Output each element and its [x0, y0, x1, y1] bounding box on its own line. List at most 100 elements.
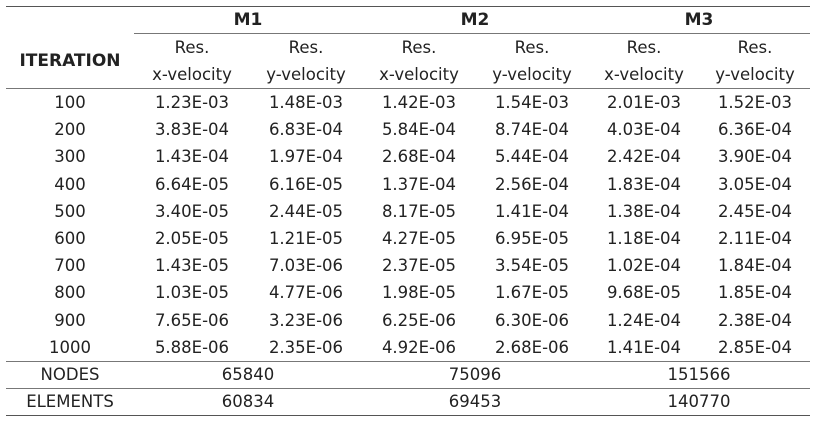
residual-cell: 1.67E-05: [494, 283, 570, 303]
iteration-cell: 800: [54, 283, 86, 303]
residual-cell: 2.56E-04: [494, 174, 570, 194]
iteration-cell: 1000: [49, 337, 91, 357]
residual-cell: 3.23E-06: [268, 310, 344, 330]
residual-cell: 1.02E-04: [606, 256, 682, 276]
residual-cell: 2.37E-05: [381, 256, 457, 276]
iteration-cell: 400: [54, 174, 86, 194]
residual-cell: 3.05E-04: [717, 174, 793, 194]
residual-cell: 6.83E-04: [268, 120, 344, 140]
group-header-m1: M1: [134, 6, 362, 34]
residual-cell: 2.05E-05: [154, 229, 230, 249]
residual-cell: 1.83E-04: [606, 174, 682, 194]
header-blank: [6, 7, 134, 34]
nodes-label: NODES: [6, 360, 134, 389]
table-row: 800 1.03E-05 4.77E-06 1.98E-05 1.67E-05 9.68E…: [6, 279, 810, 306]
iteration-cell: 500: [54, 201, 86, 221]
sub-header-velocity: y-velocity: [492, 64, 572, 84]
residual-cell: 5.44E-04: [494, 147, 570, 167]
elements-m1: 60834: [134, 387, 362, 416]
sub-header-res: Res.: [174, 37, 210, 57]
residual-cell: 1.98E-05: [381, 283, 457, 303]
table-row: 300 1.43E-04 1.97E-04 2.68E-04 5.44E-04 2.42E…: [6, 143, 810, 170]
nodes-m2: 75096: [362, 360, 588, 389]
residual-cell: 6.16E-05: [268, 174, 344, 194]
residual-cell: 1.42E-03: [381, 93, 457, 113]
residual-cell: 1.41E-04: [494, 201, 570, 221]
residuals-table: M1 M2 M3 ITERATION Res. Res. Res. Res. R…: [6, 6, 810, 416]
residual-cell: 2.68E-04: [381, 147, 457, 167]
residual-cell: 5.88E-06: [154, 337, 230, 357]
residual-cell: 3.83E-04: [154, 120, 230, 140]
sub-header-velocity: y-velocity: [266, 64, 346, 84]
residual-cell: 1.24E-04: [606, 310, 682, 330]
iteration-cell: 600: [54, 229, 86, 249]
group-header-m3: M3: [588, 6, 810, 34]
table-row: 100 1.23E-03 1.48E-03 1.42E-03 1.54E-03 2.01E…: [6, 89, 810, 117]
residual-cell: 1.03E-05: [154, 283, 230, 303]
sub-header-res: Res.: [401, 37, 437, 57]
elements-label: ELEMENTS: [6, 387, 134, 416]
table-row: 400 6.64E-05 6.16E-05 1.37E-04 2.56E-04 1.83E…: [6, 171, 810, 198]
table-row: 600 2.05E-05 1.21E-05 4.27E-05 6.95E-05 1.18E…: [6, 225, 810, 252]
iteration-cell: 700: [54, 256, 86, 276]
table-row: 500 3.40E-05 2.44E-05 8.17E-05 1.41E-04 1.38E…: [6, 198, 810, 225]
residual-cell: 6.95E-05: [494, 229, 570, 249]
nodes-m1: 65840: [134, 360, 362, 389]
iteration-cell: 200: [54, 120, 86, 140]
residual-cell: 8.74E-04: [494, 120, 570, 140]
sub-header-res: Res.: [626, 37, 662, 57]
residual-cell: 7.03E-06: [268, 256, 344, 276]
residual-cell: 3.54E-05: [494, 256, 570, 276]
sub-header-velocity: y-velocity: [715, 64, 795, 84]
residual-cell: 1.43E-05: [154, 256, 230, 276]
residual-cell: 8.17E-05: [381, 201, 457, 221]
residual-cell: 9.68E-05: [606, 283, 682, 303]
residual-cell: 1.48E-03: [268, 93, 344, 113]
table-row: 200 3.83E-04 6.83E-04 5.84E-04 8.74E-04 4.03E…: [6, 116, 810, 143]
residual-cell: 1.37E-04: [381, 174, 457, 194]
elements-m3: 140770: [588, 387, 810, 416]
table-body: 100 1.23E-03 1.48E-03 1.42E-03 1.54E-03 2.01E…: [6, 89, 810, 362]
residual-cell: 7.65E-06: [154, 310, 230, 330]
residual-cell: 4.03E-04: [606, 120, 682, 140]
iteration-cell: 100: [54, 93, 86, 113]
residual-cell: 6.30E-06: [494, 310, 570, 330]
group-header-m2: M2: [362, 6, 588, 34]
residual-cell: 1.52E-03: [717, 93, 793, 113]
sub-header-row-2: x-velocity y-velocity x-velocity y-veloc…: [6, 60, 810, 89]
table-row: 900 7.65E-06 3.23E-06 6.25E-06 6.30E-06 1.24E…: [6, 307, 810, 334]
residual-cell: 6.36E-04: [717, 120, 793, 140]
sub-header-velocity: x-velocity: [152, 64, 232, 84]
iteration-cell: 300: [54, 147, 86, 167]
residual-cell: 3.40E-05: [154, 201, 230, 221]
residual-cell: 1.54E-03: [494, 93, 570, 113]
residual-cell: 1.43E-04: [154, 147, 230, 167]
residual-cell: 2.68E-06: [494, 337, 570, 357]
sub-header-res: Res.: [737, 37, 773, 57]
sub-header-velocity: x-velocity: [379, 64, 459, 84]
nodes-row: NODES 65840 75096 151566: [6, 360, 810, 389]
sub-header-velocity: x-velocity: [604, 64, 684, 84]
residual-cell: 2.38E-04: [717, 310, 793, 330]
residual-cell: 2.45E-04: [717, 201, 793, 221]
residual-cell: 2.11E-04: [717, 229, 793, 249]
residual-cell: 6.64E-05: [154, 174, 230, 194]
residual-cell: 1.97E-04: [268, 147, 344, 167]
residual-cell: 2.42E-04: [606, 147, 682, 167]
residual-cell: 5.84E-04: [381, 120, 457, 140]
residual-cell: 4.77E-06: [268, 283, 344, 303]
residual-cell: 1.23E-03: [154, 93, 230, 113]
residual-cell: 4.92E-06: [381, 337, 457, 357]
iteration-cell: 900: [54, 310, 86, 330]
table-row: 1000 5.88E-06 2.35E-06 4.92E-06 2.68E-06 1.41…: [6, 334, 810, 362]
residual-cell: 1.38E-04: [606, 201, 682, 221]
residual-cell: 1.85E-04: [717, 283, 793, 303]
residual-cell: 1.18E-04: [606, 229, 682, 249]
residual-cell: 2.01E-03: [606, 93, 682, 113]
residual-cell: 1.21E-05: [268, 229, 344, 249]
residual-cell: 2.44E-05: [268, 201, 344, 221]
residual-cell: 3.90E-04: [717, 147, 793, 167]
elements-row: ELEMENTS 60834 69453 140770: [6, 387, 810, 416]
group-header-row: M1 M2 M3: [6, 6, 810, 34]
elements-m2: 69453: [362, 387, 588, 416]
